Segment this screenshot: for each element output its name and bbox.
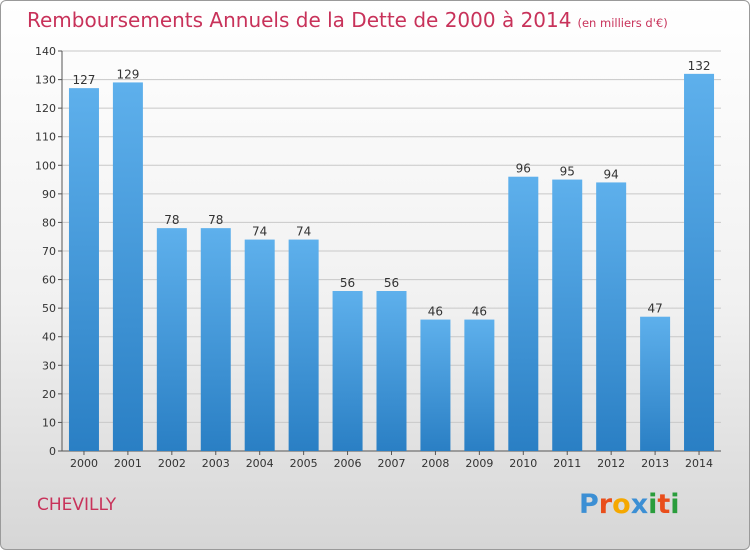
x-tick-label: 2012 bbox=[597, 457, 625, 470]
x-tick-label: 2005 bbox=[290, 457, 318, 470]
data-label: 78 bbox=[164, 213, 179, 227]
commune-name: CHEVILLY bbox=[37, 495, 117, 515]
y-tick-label: 20 bbox=[42, 388, 56, 401]
data-label: 56 bbox=[384, 276, 399, 290]
bar bbox=[508, 176, 539, 451]
y-tick-label: 120 bbox=[35, 102, 56, 115]
x-tick-label: 2004 bbox=[246, 457, 274, 470]
chart-title-text: Remboursements Annuels de la Dette de 20… bbox=[27, 8, 572, 32]
x-tick-label: 2014 bbox=[685, 457, 713, 470]
bar-chart: 0 10 20 30 40 50 60 70 80 90 100 110 120 130 140 127 200… bbox=[35, 45, 721, 470]
y-tick-label: 40 bbox=[42, 331, 56, 344]
bar bbox=[596, 182, 627, 451]
logo-letter: t bbox=[657, 489, 671, 520]
y-tick-label: 60 bbox=[42, 274, 56, 287]
data-label: 96 bbox=[516, 162, 531, 176]
y-tick-label: 10 bbox=[42, 416, 56, 429]
x-tick-label: 2000 bbox=[70, 457, 98, 470]
x-tick-label: 2008 bbox=[421, 457, 449, 470]
data-label: 78 bbox=[208, 213, 223, 227]
data-label: 129 bbox=[116, 67, 139, 81]
y-tick-label: 50 bbox=[42, 302, 56, 315]
bar bbox=[332, 291, 363, 451]
data-label: 74 bbox=[252, 225, 267, 239]
x-tick-label: 2002 bbox=[158, 457, 186, 470]
y-tick-label: 100 bbox=[35, 159, 56, 172]
bar bbox=[68, 88, 99, 452]
data-label: 127 bbox=[73, 73, 96, 87]
data-label: 95 bbox=[560, 165, 575, 179]
bar bbox=[684, 73, 715, 451]
proxiti-logo: Proxiti bbox=[579, 489, 680, 520]
bar bbox=[156, 228, 187, 451]
x-tick-label: 2013 bbox=[641, 457, 669, 470]
x-tick-label: 2009 bbox=[465, 457, 493, 470]
y-tick-label: 140 bbox=[35, 45, 56, 58]
chart-title: Remboursements Annuels de la Dette de 20… bbox=[27, 8, 668, 32]
y-tick-label: 130 bbox=[35, 74, 56, 87]
data-label: 74 bbox=[296, 225, 311, 239]
x-tick-label: 2001 bbox=[114, 457, 142, 470]
logo-letter: i bbox=[648, 489, 658, 520]
logo-letter: x bbox=[630, 489, 649, 520]
x-tick-label: 2007 bbox=[378, 457, 406, 470]
bar bbox=[376, 291, 407, 451]
x-tick-label: 2011 bbox=[553, 457, 581, 470]
bar bbox=[200, 228, 231, 451]
bar bbox=[112, 82, 143, 451]
x-tick-label: 2006 bbox=[334, 457, 362, 470]
data-label: 46 bbox=[472, 305, 487, 319]
y-tick-label: 30 bbox=[42, 359, 56, 372]
bar bbox=[552, 179, 583, 452]
x-tick-label: 2003 bbox=[202, 457, 230, 470]
data-label: 47 bbox=[647, 302, 662, 316]
data-label: 94 bbox=[604, 167, 619, 181]
logo-letter: o bbox=[612, 489, 631, 520]
data-label: 46 bbox=[428, 305, 443, 319]
logo-letter: i bbox=[670, 489, 680, 520]
x-tick-label: 2010 bbox=[509, 457, 537, 470]
y-tick-label: 70 bbox=[42, 245, 56, 258]
bar bbox=[464, 319, 495, 451]
y-tick-label: 0 bbox=[49, 445, 56, 458]
data-label: 132 bbox=[688, 59, 711, 73]
logo-letter: P bbox=[579, 489, 599, 520]
chart-unit: (en milliers d'€) bbox=[577, 16, 668, 30]
bar bbox=[420, 319, 451, 451]
bar bbox=[244, 239, 275, 451]
bar bbox=[288, 239, 319, 451]
data-label: 56 bbox=[340, 276, 355, 290]
bar bbox=[640, 316, 671, 451]
y-tick-label: 110 bbox=[35, 131, 56, 144]
y-tick-label: 80 bbox=[42, 216, 56, 229]
logo-letter: r bbox=[598, 489, 613, 520]
y-tick-label: 90 bbox=[42, 188, 56, 201]
